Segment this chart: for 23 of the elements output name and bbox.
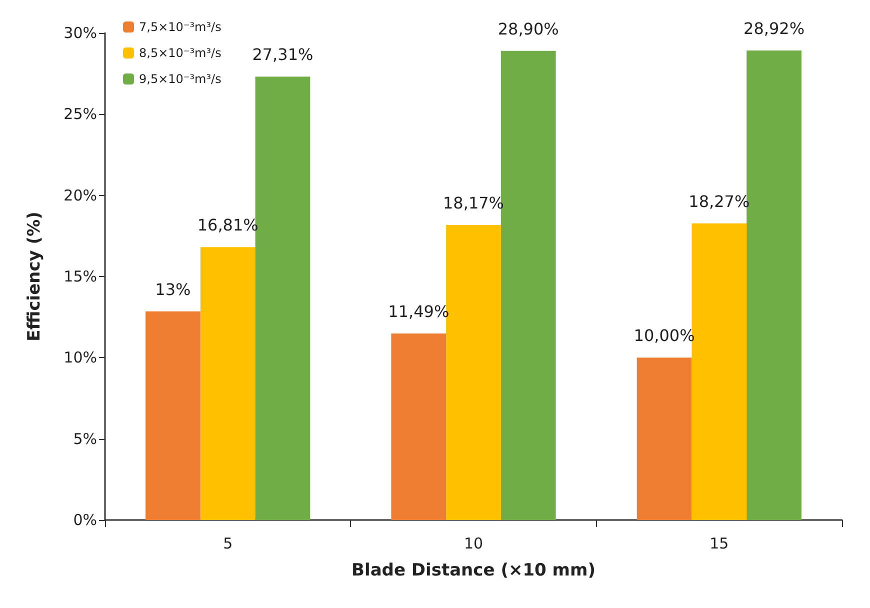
x-tick-label: 15 <box>710 534 729 552</box>
y-tick-label: 0% <box>73 511 97 529</box>
bar <box>391 333 446 520</box>
y-axis-title: Efficiency (%) <box>24 212 44 342</box>
y-tick-label: 20% <box>64 186 97 204</box>
y-tick-label: 25% <box>64 105 97 124</box>
data-label: 28,92% <box>744 19 805 38</box>
bar <box>200 247 256 520</box>
x-tick-label: 5 <box>223 534 233 552</box>
data-label: 28,90% <box>498 19 559 38</box>
data-label: 27,31% <box>252 45 314 64</box>
data-label: 13% <box>155 280 191 299</box>
y-tick-label: 10% <box>64 348 97 367</box>
bar <box>636 358 692 520</box>
legend-label: 9,5×10⁻³m³/s <box>139 72 222 86</box>
x-axis-title: Blade Distance (×10 mm) <box>352 560 596 580</box>
legend-label: 7,5×10⁻³m³/s <box>139 20 222 34</box>
legend-label: 8,5×10⁻³m³/s <box>139 46 222 60</box>
bar <box>146 311 200 520</box>
y-tick-label: 15% <box>64 268 97 286</box>
y-tick-label: 5% <box>73 430 97 448</box>
y-tick-label: 30% <box>64 24 97 42</box>
x-tick-label: 10 <box>464 534 484 552</box>
